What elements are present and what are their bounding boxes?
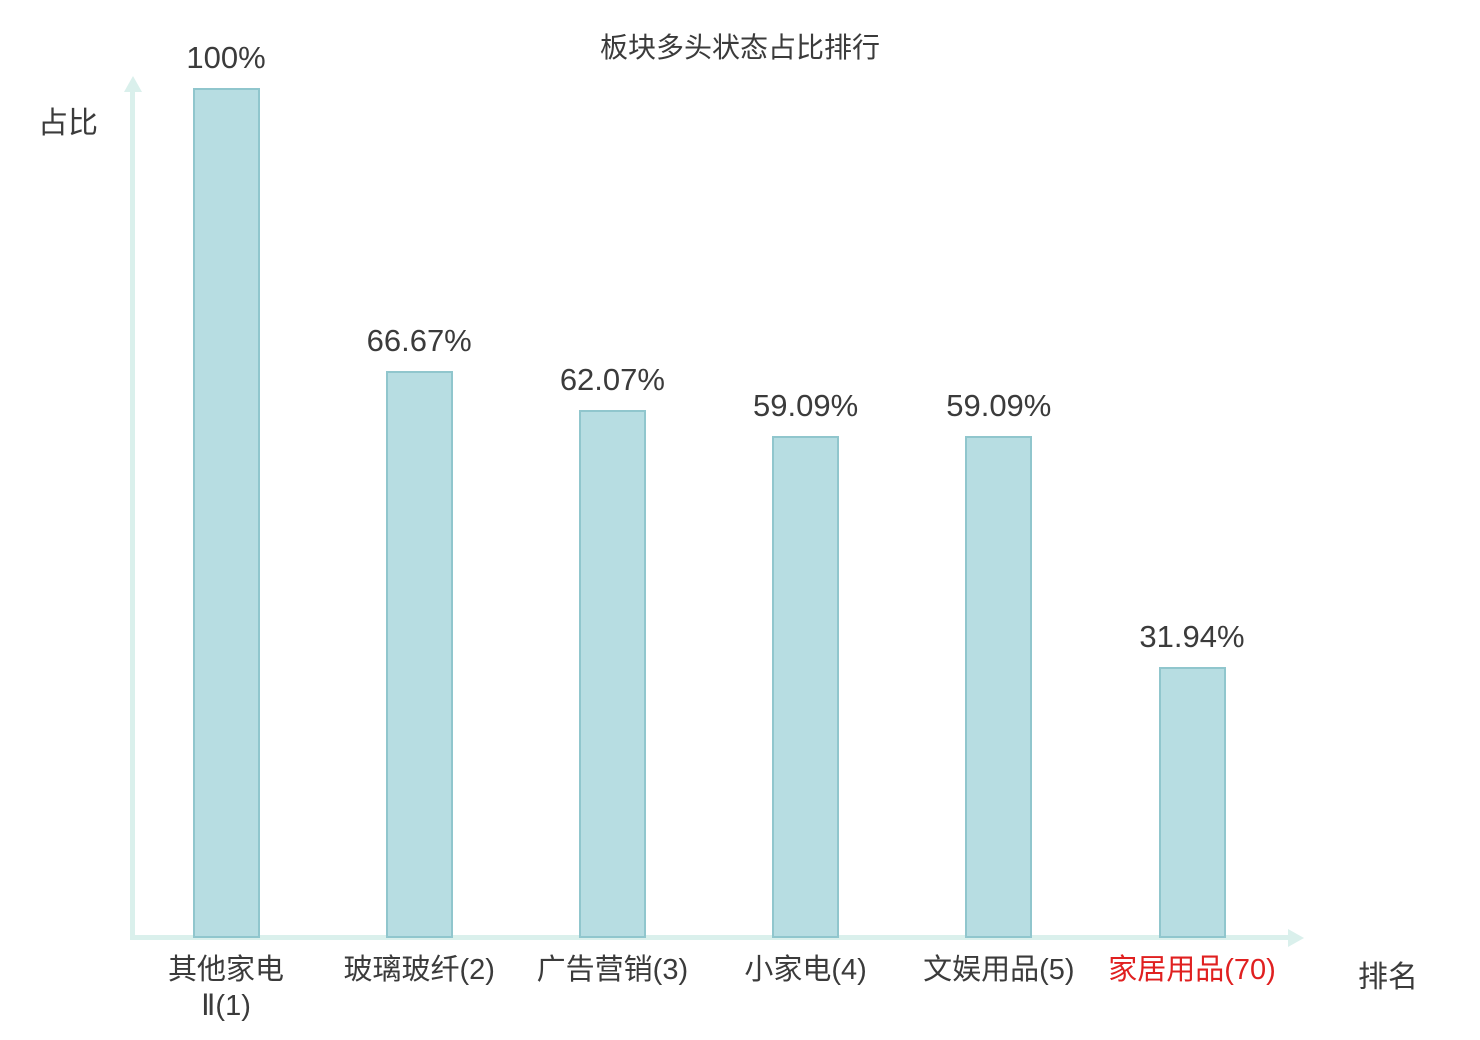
bar-1: [192, 88, 260, 938]
value-label-1: 100%: [186, 40, 266, 75]
plot-area: 100% 其他家电 Ⅱ(1) 66.67% 玻璃玻纤(2) 62.07% 广告营销(3) 59…: [124, 40, 1305, 1022]
bar-6: [1158, 667, 1226, 938]
x-axis-line: [130, 935, 1290, 940]
x-axis-title: 排名: [1358, 961, 1418, 994]
bar-3: [578, 410, 646, 938]
value-label-3: 62.07%: [559, 362, 665, 397]
y-axis-title: 占比: [38, 107, 98, 140]
category-label-1: 其他家电 Ⅱ(1): [167, 954, 284, 1023]
value-label-2: 66.67%: [366, 323, 472, 358]
value-label-4: 59.09%: [753, 388, 859, 423]
category-label-3: 广告营销(3): [536, 954, 689, 986]
category-label-4: 小家电(4): [744, 954, 867, 986]
category-label-6: 家居用品(70): [1108, 954, 1276, 986]
x-axis-arrow-icon: [1288, 929, 1304, 947]
bar-5: [965, 436, 1033, 938]
category-label-5: 文娱用品(5): [923, 954, 1075, 986]
value-label-5: 59.09%: [946, 388, 1052, 423]
y-axis-arrow-icon: [124, 76, 142, 92]
bar-4: [772, 436, 840, 938]
chart-title: 板块多头状态占比排行: [599, 32, 880, 63]
value-label-6: 31.94%: [1139, 619, 1245, 654]
category-label-2: 玻璃玻纤(2): [343, 954, 495, 986]
y-axis-line: [130, 90, 135, 940]
bar-2: [385, 371, 453, 938]
